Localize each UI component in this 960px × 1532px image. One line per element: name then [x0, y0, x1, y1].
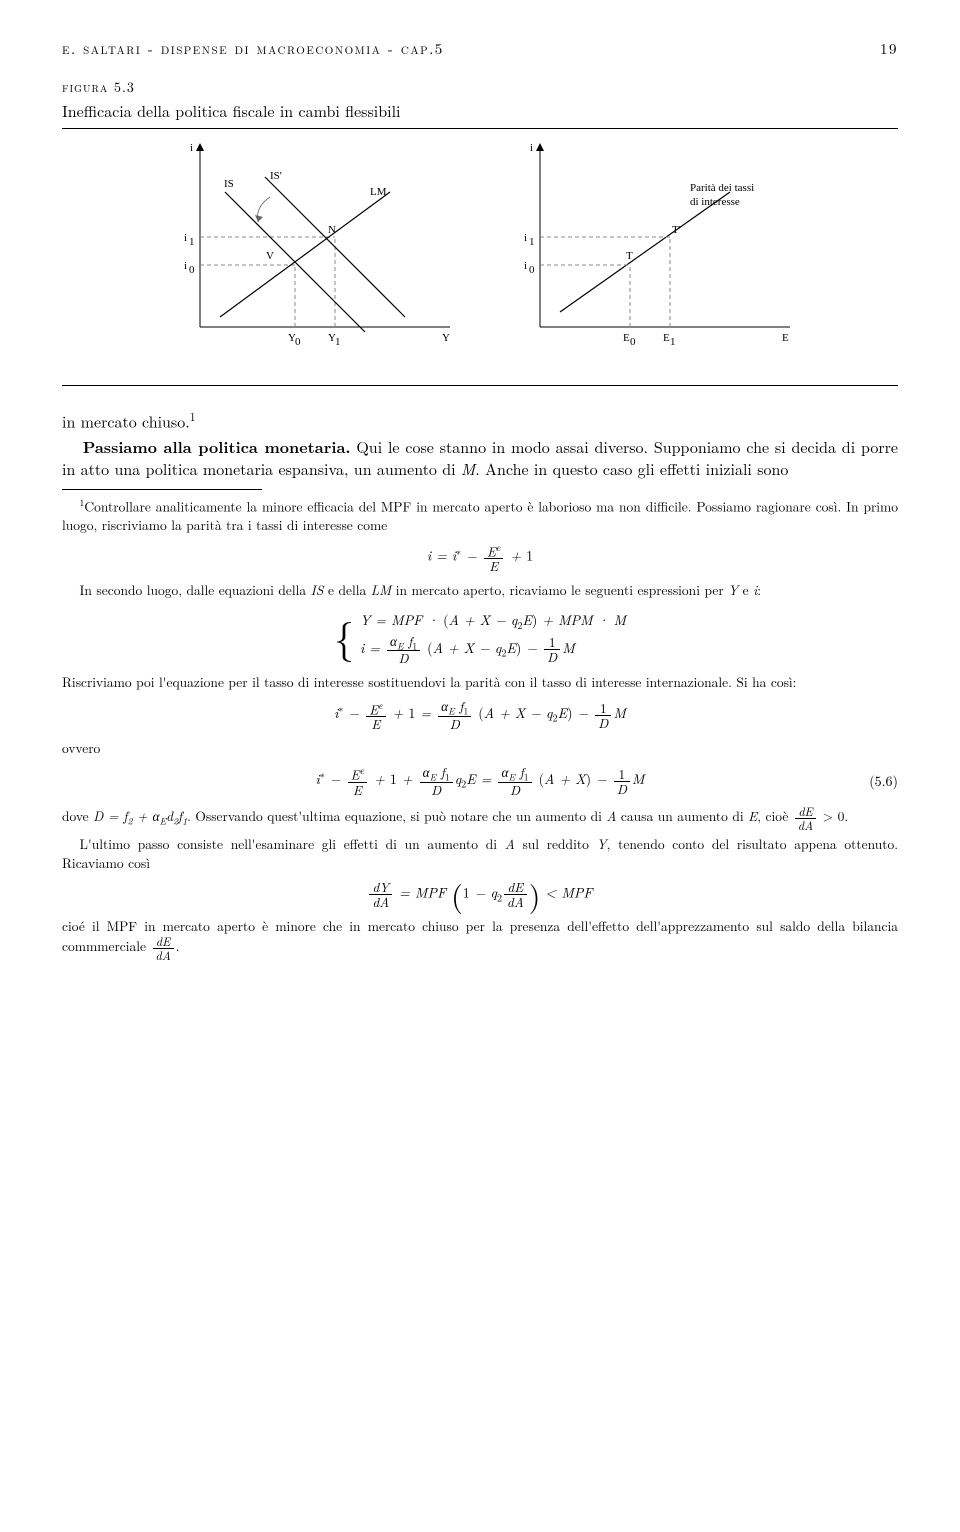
fn-p3: Riscriviamo poi l'equazione per il tasso…: [62, 673, 898, 691]
header-left: e. saltari - dispense di macroeconomia -…: [62, 38, 444, 59]
fn-p5a: dove: [62, 806, 93, 825]
p1-text: in mercato chiuso.: [62, 409, 190, 432]
figure-label: figura 5.3: [62, 77, 898, 97]
fn-p6b: sul reddito: [515, 834, 597, 853]
fn-p6-A: A: [505, 834, 515, 853]
svg-text:E: E: [782, 332, 789, 344]
fn-p6a: L'ultimo passo consiste nell'esaminare g…: [80, 834, 505, 853]
fn-p2-IS: IS: [311, 580, 324, 599]
svg-text:Y: Y: [442, 332, 450, 344]
svg-text:i: i: [530, 142, 533, 154]
fn-p6-Y: Y: [597, 834, 607, 853]
fn-p2: In secondo luogo, dalle equazioni della …: [62, 581, 898, 599]
fn-p5-E: E: [748, 806, 757, 825]
svg-text:LM: LM: [370, 186, 387, 198]
svg-text:T: T: [626, 250, 633, 262]
body-p2: Passiamo alla politica monetaria. Qui le…: [62, 436, 898, 479]
footnote-block: 1Controllare analiticamente la minore ef…: [62, 496, 898, 961]
page: e. saltari - dispense di macroeconomia -…: [0, 0, 960, 1532]
eq2: { Y = MPF · (A + X − q2E) + MPM · M i = …: [62, 608, 898, 666]
svg-text:0: 0: [529, 264, 535, 276]
running-header: e. saltari - dispense di macroeconomia -…: [62, 38, 898, 59]
p2-text2: . Anche in questo caso gli effetti inizi…: [475, 457, 788, 480]
p2-bold: Passiamo alla politica monetaria.: [83, 435, 351, 458]
fn-p2d: e: [738, 580, 753, 599]
diagram-panels: i IS IS' LM N V i1 i0 Y0 Y1 Y: [62, 137, 898, 357]
fn-p5b: . Osservando quest'ultima equazione, si …: [187, 806, 606, 825]
svg-text:T': T': [672, 224, 681, 236]
footnote-marker: 1: [190, 409, 196, 425]
footnote-rule: [62, 489, 262, 490]
eq4: i∗ − EeE + 1 + αE f1Dq2E = αE f1D (A + X…: [62, 765, 898, 797]
fn-p5: dove D = f2 + αEd2f1. Osservando quest'u…: [62, 805, 898, 832]
fn-p5d: , cioè: [757, 806, 793, 825]
fn-p5-A: A: [606, 806, 616, 825]
svg-text:E: E: [623, 332, 630, 344]
header-page-number: 19: [880, 38, 898, 59]
svg-text:1: 1: [335, 336, 341, 348]
svg-text:0: 0: [630, 336, 636, 348]
fn-p2b: e della: [323, 580, 370, 599]
fn-p7: cioé il MPF in mercato aperto è minore c…: [62, 917, 898, 962]
svg-text:Parità dei tassi: Parità dei tassi: [690, 182, 754, 194]
eq3: i∗ − EeE + 1 = αE f1D (A + X − q2E) − 1D…: [62, 699, 898, 731]
fn-p6: L'ultimo passo consiste nell'esaminare g…: [62, 835, 898, 871]
fn-p2a: In secondo luogo, dalle equazioni della: [80, 580, 311, 599]
svg-text:i: i: [524, 260, 527, 272]
svg-text:E: E: [663, 332, 670, 344]
fn-p1-text: Controllare analiticamente la minore eff…: [62, 497, 898, 534]
svg-text:0: 0: [189, 264, 195, 276]
fn-p2-LM: LM: [371, 580, 392, 599]
svg-text:0: 0: [295, 336, 301, 348]
eq4-number: (5.6): [869, 769, 898, 794]
fn-p4: ovvero: [62, 739, 898, 757]
body-p1: in mercato chiuso.1: [62, 410, 898, 432]
fn-p2-Y: Y: [728, 580, 738, 599]
svg-text:di interesse: di interesse: [690, 196, 740, 208]
svg-text:1: 1: [670, 336, 676, 348]
parity-panel: i Parità dei tassi di interesse T' T i1 …: [500, 137, 800, 357]
svg-text:i: i: [184, 260, 187, 272]
fn-p5e: > 0.: [818, 806, 848, 825]
islm-panel: i IS IS' LM N V i1 i0 Y0 Y1 Y: [160, 137, 460, 357]
svg-text:V: V: [266, 250, 274, 262]
svg-text:IS: IS: [224, 178, 234, 190]
figure-caption: Inefficacia della politica fiscale in ca…: [62, 99, 898, 122]
fn-p5c: causa un aumento di: [616, 806, 748, 825]
fn-p1: 1Controllare analiticamente la minore ef…: [62, 496, 898, 534]
eq5: dYdA = MPF (1 − q2dEdA) < MPF: [62, 880, 898, 909]
eq1: i = i∗ − EeE + 1: [62, 542, 898, 573]
fn-p2e: :: [757, 580, 761, 599]
svg-text:i: i: [190, 142, 193, 154]
svg-text:N: N: [328, 224, 336, 236]
fn-p7b: .: [176, 936, 180, 955]
svg-text:IS': IS': [270, 170, 282, 182]
svg-text:i: i: [184, 232, 187, 244]
svg-text:1: 1: [529, 236, 535, 248]
svg-text:1: 1: [189, 236, 195, 248]
figure-diagram: i IS IS' LM N V i1 i0 Y0 Y1 Y: [62, 128, 898, 386]
svg-text:i: i: [524, 232, 527, 244]
fn-p2c: in mercato aperto, ricaviamo le seguenti…: [391, 580, 728, 599]
p2-M: M: [461, 457, 475, 480]
fn-p7a: cioé il MPF in mercato aperto è minore c…: [62, 916, 898, 955]
